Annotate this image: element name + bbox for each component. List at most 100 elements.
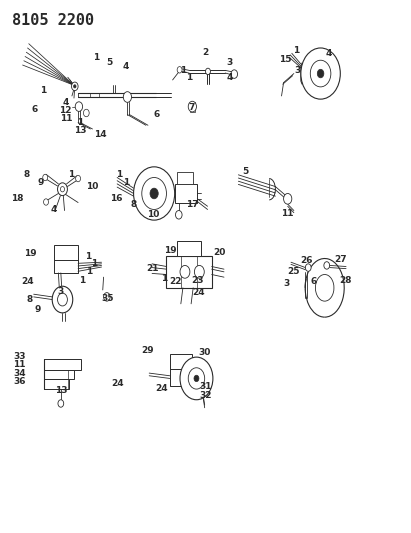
Circle shape — [317, 69, 324, 78]
Text: 23: 23 — [191, 277, 203, 285]
Text: 32: 32 — [199, 391, 212, 400]
Circle shape — [142, 177, 166, 209]
Text: 24: 24 — [111, 379, 123, 388]
Text: 4: 4 — [326, 49, 332, 58]
Circle shape — [123, 92, 132, 102]
Text: 3: 3 — [58, 287, 64, 296]
Circle shape — [177, 67, 182, 73]
FancyBboxPatch shape — [44, 379, 69, 389]
FancyBboxPatch shape — [175, 184, 197, 203]
Circle shape — [194, 265, 204, 278]
Text: 11: 11 — [13, 360, 25, 369]
Text: 8: 8 — [27, 295, 33, 304]
Text: 34: 34 — [13, 369, 25, 377]
Circle shape — [83, 109, 89, 117]
Circle shape — [231, 70, 238, 78]
Text: 24: 24 — [22, 277, 34, 286]
Text: 3: 3 — [226, 59, 233, 67]
Text: 9: 9 — [37, 178, 44, 187]
Circle shape — [301, 48, 340, 99]
Text: 1: 1 — [77, 118, 83, 127]
Circle shape — [188, 368, 205, 389]
Text: 1: 1 — [93, 53, 100, 62]
Text: 1: 1 — [79, 277, 85, 285]
Circle shape — [58, 400, 64, 407]
Circle shape — [310, 60, 331, 87]
Circle shape — [74, 85, 76, 88]
Text: 1: 1 — [85, 253, 92, 261]
Text: 36: 36 — [13, 377, 25, 386]
Circle shape — [60, 187, 65, 192]
Text: 33: 33 — [13, 352, 25, 360]
Circle shape — [188, 101, 196, 112]
Text: 1: 1 — [40, 86, 46, 95]
Text: 16: 16 — [110, 195, 122, 203]
Text: 2: 2 — [202, 48, 209, 56]
Text: 1: 1 — [86, 268, 93, 276]
Text: 26: 26 — [300, 256, 312, 264]
FancyBboxPatch shape — [177, 241, 201, 256]
Circle shape — [175, 211, 182, 219]
Text: 14: 14 — [94, 130, 106, 139]
Circle shape — [75, 102, 83, 111]
Text: 10: 10 — [86, 182, 99, 190]
Text: 1: 1 — [116, 171, 122, 179]
Circle shape — [194, 375, 199, 382]
Text: 6: 6 — [32, 105, 38, 114]
Circle shape — [134, 167, 175, 220]
Circle shape — [284, 193, 292, 204]
Text: 29: 29 — [141, 346, 153, 355]
Text: 5: 5 — [106, 59, 112, 67]
Text: 6: 6 — [310, 278, 316, 286]
Circle shape — [324, 262, 330, 269]
Text: 13: 13 — [74, 126, 86, 134]
Text: 13: 13 — [55, 386, 67, 394]
Text: 10: 10 — [147, 210, 159, 219]
Circle shape — [44, 199, 48, 205]
Text: 19: 19 — [164, 246, 177, 255]
Text: 35: 35 — [102, 294, 114, 303]
Circle shape — [180, 357, 213, 400]
Text: 3: 3 — [283, 279, 290, 287]
Circle shape — [72, 82, 78, 91]
Text: 1: 1 — [186, 73, 192, 82]
Text: 28: 28 — [339, 277, 351, 285]
Text: 11: 11 — [282, 209, 294, 217]
Text: 20: 20 — [214, 248, 226, 256]
Text: 24: 24 — [155, 384, 168, 392]
FancyBboxPatch shape — [170, 354, 192, 369]
Circle shape — [180, 265, 190, 278]
FancyBboxPatch shape — [44, 359, 81, 370]
Circle shape — [58, 183, 67, 196]
FancyBboxPatch shape — [166, 256, 212, 288]
Text: 30: 30 — [199, 349, 211, 357]
FancyBboxPatch shape — [190, 102, 195, 112]
Text: 1: 1 — [91, 260, 98, 268]
Text: 9: 9 — [35, 305, 41, 313]
Text: 4: 4 — [62, 98, 69, 107]
Text: 4: 4 — [50, 205, 57, 214]
Text: 8105 2200: 8105 2200 — [12, 13, 95, 28]
FancyBboxPatch shape — [44, 370, 74, 379]
Text: 1: 1 — [123, 179, 130, 187]
Text: 11: 11 — [60, 114, 73, 123]
Circle shape — [206, 68, 210, 75]
Text: 15: 15 — [279, 55, 292, 64]
FancyBboxPatch shape — [54, 245, 78, 260]
Text: 18: 18 — [12, 194, 24, 203]
Text: 4: 4 — [122, 62, 129, 70]
Text: 5: 5 — [242, 167, 249, 176]
Text: 1: 1 — [180, 66, 186, 75]
Circle shape — [76, 175, 81, 182]
Circle shape — [58, 293, 67, 306]
Text: 8: 8 — [23, 171, 30, 179]
Text: 24: 24 — [192, 288, 205, 297]
Circle shape — [52, 286, 73, 313]
Text: 25: 25 — [288, 268, 300, 276]
Text: 4: 4 — [226, 74, 233, 82]
Text: 6: 6 — [153, 110, 159, 119]
Text: 3: 3 — [295, 66, 301, 75]
Circle shape — [150, 188, 158, 199]
Circle shape — [43, 174, 48, 181]
Circle shape — [104, 293, 110, 301]
